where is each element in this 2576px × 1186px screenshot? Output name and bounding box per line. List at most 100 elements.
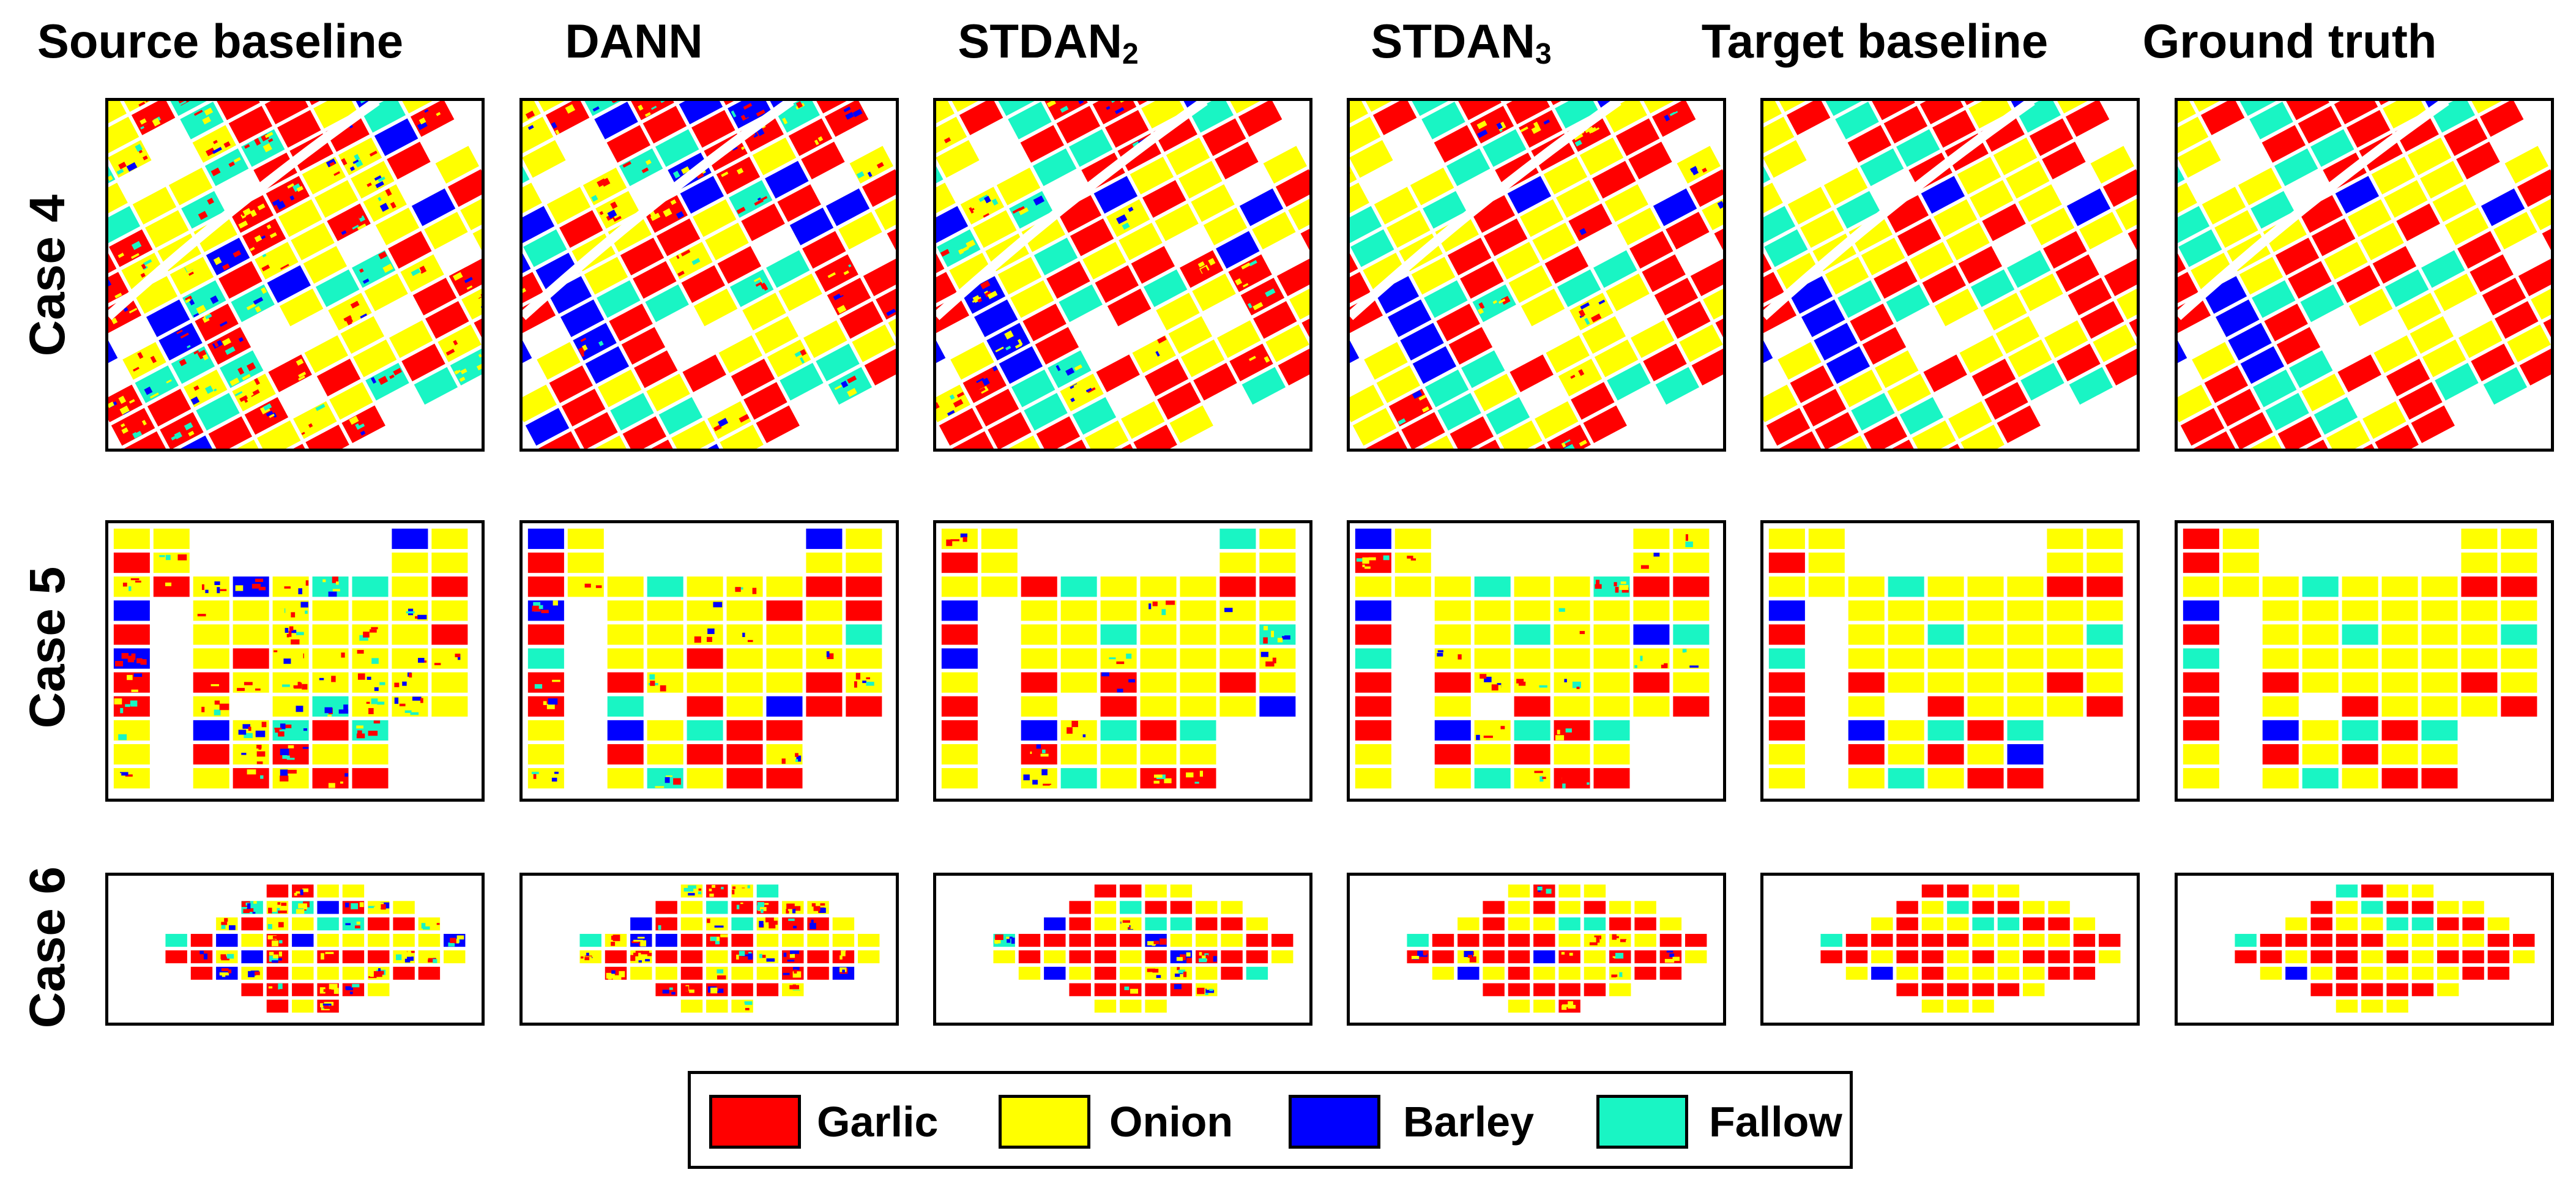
field-parcel (393, 934, 415, 947)
field-parcel (431, 672, 468, 693)
speckle (531, 676, 538, 682)
speckle (192, 955, 198, 960)
field-parcel (705, 222, 749, 261)
field-parcel (1995, 316, 2040, 354)
field-parcel (975, 389, 1019, 427)
field-parcel (317, 901, 339, 914)
field-parcel (2471, 343, 2515, 382)
field-parcel (2336, 884, 2358, 898)
speckle (177, 554, 187, 561)
field-parcel (1651, 101, 1696, 137)
speckle (536, 139, 543, 145)
field-parcel (2007, 600, 2044, 621)
speckle (221, 338, 231, 346)
speckle (1556, 687, 1559, 693)
field-parcel (2310, 129, 2355, 167)
field-parcel (119, 101, 163, 112)
speckle (243, 909, 250, 914)
field-parcel (947, 101, 991, 112)
speckle (165, 582, 172, 586)
speckle (1623, 969, 1631, 974)
field-parcel (1967, 576, 2004, 597)
speckle (258, 745, 261, 750)
field-parcel (2302, 672, 2339, 693)
field-parcel (619, 148, 663, 187)
speckle (368, 906, 376, 908)
speckle (359, 268, 364, 273)
field-parcel (1219, 552, 1256, 573)
speckle (1492, 300, 1498, 304)
speckle (244, 398, 248, 403)
speckle (322, 579, 326, 583)
field-parcel (2487, 966, 2510, 980)
field-parcel (1069, 934, 1091, 947)
field-parcel (364, 274, 408, 311)
field-parcel (1473, 373, 1517, 412)
speckle (212, 147, 222, 154)
field-parcel (1446, 148, 1491, 187)
field-parcel (1593, 624, 1630, 645)
field-parcel (2055, 254, 2099, 293)
speckle (707, 1001, 715, 1007)
speckle (291, 612, 296, 617)
speckle (188, 430, 195, 437)
speckle (742, 954, 750, 957)
field-parcel (2342, 768, 2378, 789)
field-parcel (828, 367, 873, 405)
field-parcel (302, 157, 346, 195)
speckle (1241, 263, 1251, 270)
speckle (1464, 950, 1473, 957)
field-parcel (1100, 744, 1137, 765)
speckle (363, 423, 370, 430)
field-parcel (2335, 176, 2380, 214)
field-parcel (352, 576, 389, 597)
speckle (799, 357, 805, 364)
field-parcel (1060, 648, 1097, 669)
field-parcel (951, 431, 996, 449)
speckle (677, 270, 685, 277)
speckle (411, 601, 415, 606)
speckle (759, 920, 764, 928)
field-parcel (1972, 999, 1994, 1013)
speckle (114, 698, 122, 705)
speckle (523, 288, 526, 296)
field-parcel (2180, 408, 2225, 446)
speckle (1557, 729, 1560, 734)
field-parcel (2104, 258, 2137, 297)
field-parcel (806, 600, 843, 621)
field-parcel (2487, 934, 2510, 947)
speckle (794, 969, 797, 974)
speckle (1685, 534, 1689, 541)
speckle (1164, 778, 1172, 783)
speckle (1620, 581, 1626, 584)
speckle (193, 350, 199, 355)
speckle (736, 206, 746, 214)
field-parcel (2065, 101, 2110, 137)
speckle (286, 633, 289, 638)
field-parcel (1896, 934, 1918, 947)
field-parcel (1815, 412, 1859, 449)
field-parcel (2462, 917, 2484, 931)
speckle (983, 213, 989, 218)
speckle (1561, 952, 1565, 955)
field-parcel (1533, 966, 1555, 980)
speckle (345, 902, 349, 908)
speckle (351, 903, 359, 909)
field-parcel (1483, 950, 1505, 964)
field-parcel (2501, 528, 2537, 550)
speckle (280, 723, 286, 729)
field-parcel (1787, 187, 1832, 225)
speckle (698, 891, 702, 895)
field-parcel (411, 188, 456, 226)
field-parcel (756, 983, 779, 996)
field-parcel (2183, 552, 2219, 573)
legend-swatch-barley (1289, 1095, 1380, 1149)
field-parcel (607, 648, 644, 669)
map-case-4-stdan2 (933, 98, 1312, 452)
speckle (246, 303, 256, 310)
field-parcel (936, 182, 956, 221)
speckle (125, 774, 133, 777)
field-parcel (2411, 950, 2434, 964)
field-parcel (1947, 901, 1969, 914)
speckle (311, 419, 321, 429)
